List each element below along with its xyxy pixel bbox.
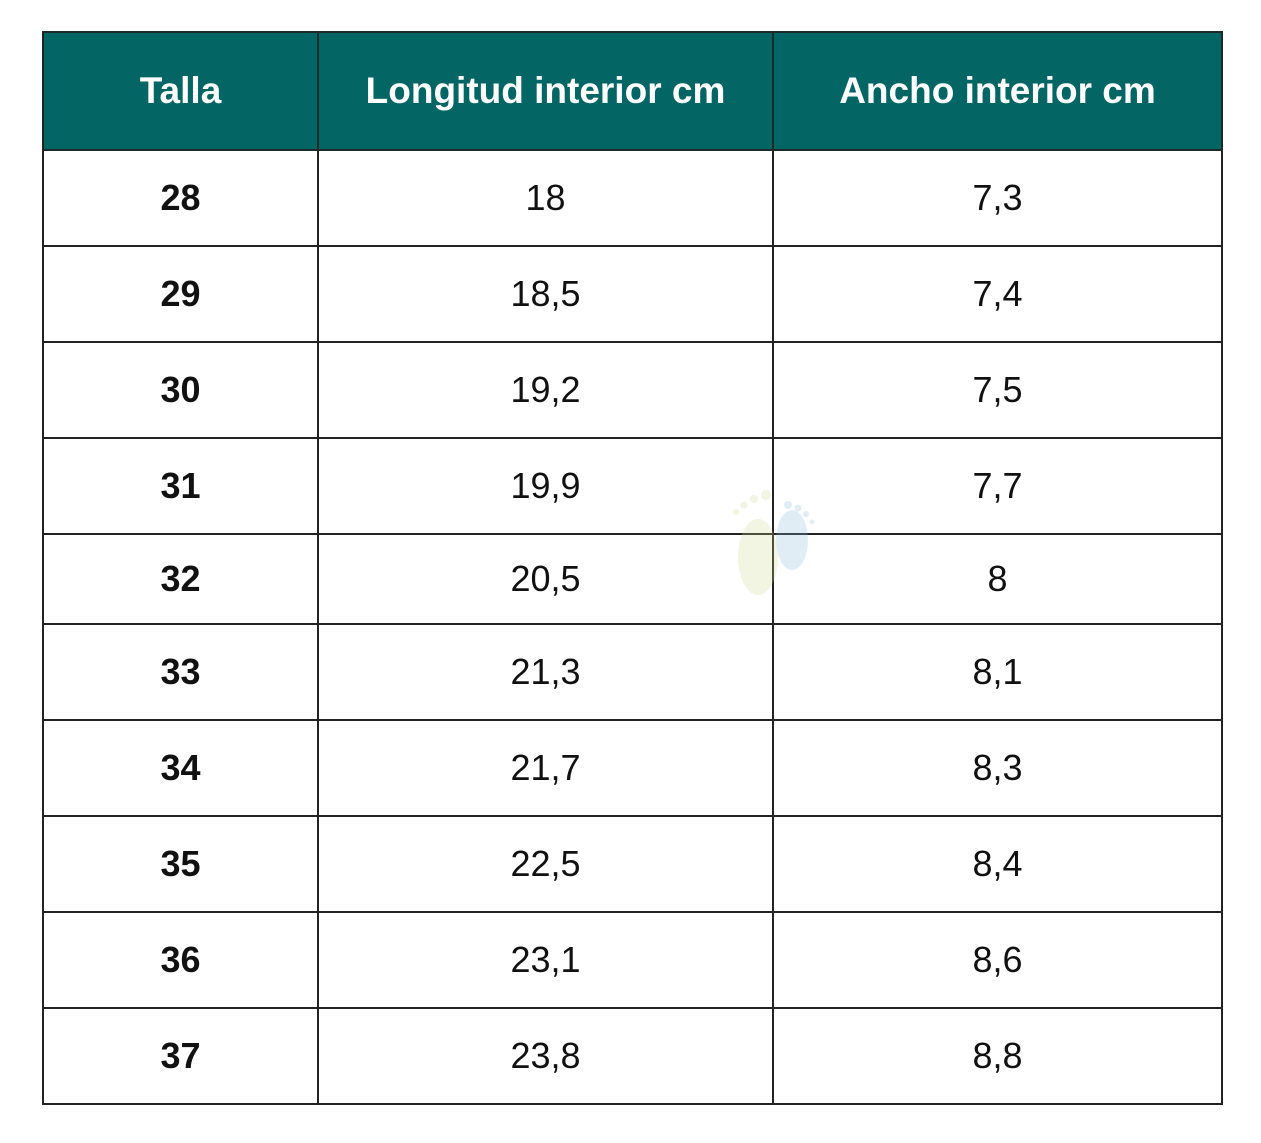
value-cell: 23,1: [319, 913, 774, 1009]
value-cell: 20,5: [319, 535, 774, 625]
header-cell: Ancho interior cm: [774, 31, 1223, 151]
watermark-logo: [733, 490, 815, 595]
size-table: Talla Longitud interior cm Ancho interior …: [42, 31, 1223, 1105]
value-cell: 8,3: [774, 721, 1223, 817]
value-cell: 18,5: [319, 247, 774, 343]
size-cell: 34: [42, 721, 319, 817]
size-cell: 30: [42, 343, 319, 439]
header-cell: Longitud interior cm: [319, 31, 774, 151]
value-cell: 19,9: [319, 439, 774, 535]
value-cell: 8,8: [774, 1009, 1223, 1105]
value-cell: 23,8: [319, 1009, 774, 1105]
value-cell: 7,3: [774, 151, 1223, 247]
value-cell: 7,4: [774, 247, 1223, 343]
value-cell: 18: [319, 151, 774, 247]
value-cell: 8,4: [774, 817, 1223, 913]
size-cell: 35: [42, 817, 319, 913]
size-cell: 29: [42, 247, 319, 343]
size-cell: 32: [42, 535, 319, 625]
value-cell: 8,6: [774, 913, 1223, 1009]
value-cell: 7,5: [774, 343, 1223, 439]
size-cell: 33: [42, 625, 319, 721]
value-cell: 21,3: [319, 625, 774, 721]
value-cell: 21,7: [319, 721, 774, 817]
header-cell: Talla: [42, 31, 319, 151]
size-cell: 31: [42, 439, 319, 535]
size-cell: 36: [42, 913, 319, 1009]
value-cell: 8,1: [774, 625, 1223, 721]
size-cell: 28: [42, 151, 319, 247]
value-cell: 22,5: [319, 817, 774, 913]
value-cell: 8: [774, 535, 1223, 625]
value-cell: 19,2: [319, 343, 774, 439]
value-cell: 7,7: [774, 439, 1223, 535]
size-cell: 37: [42, 1009, 319, 1105]
